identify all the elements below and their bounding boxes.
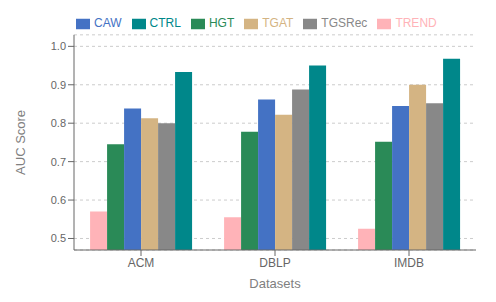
- html-text:TREND: TREND: [395, 16, 437, 30]
- svg-text:1.0: 1.0: [51, 40, 66, 52]
- svg-text:AUC Score: AUC Score: [13, 110, 28, 175]
- svg-text:ACM: ACM: [128, 256, 155, 270]
- svg-text:0.7: 0.7: [51, 156, 66, 168]
- html-text:TGSRec: TGSRec: [321, 16, 368, 30]
- svg-text:0.9: 0.9: [51, 79, 66, 91]
- svg-text:0.8: 0.8: [51, 117, 66, 129]
- html-text:CAW: CAW: [94, 16, 122, 30]
- svg-text:IMDB: IMDB: [394, 256, 424, 270]
- svg-text:Datasets: Datasets: [249, 276, 301, 291]
- svg-text:0.6: 0.6: [51, 194, 66, 206]
- svg-text:DBLP: DBLP: [259, 256, 290, 270]
- html-text:TGAT: TGAT: [262, 16, 294, 30]
- html-text:HGT: HGT: [208, 16, 235, 30]
- svg-text:0.5: 0.5: [51, 232, 66, 244]
- html-text:CTRL: CTRL: [149, 16, 181, 30]
